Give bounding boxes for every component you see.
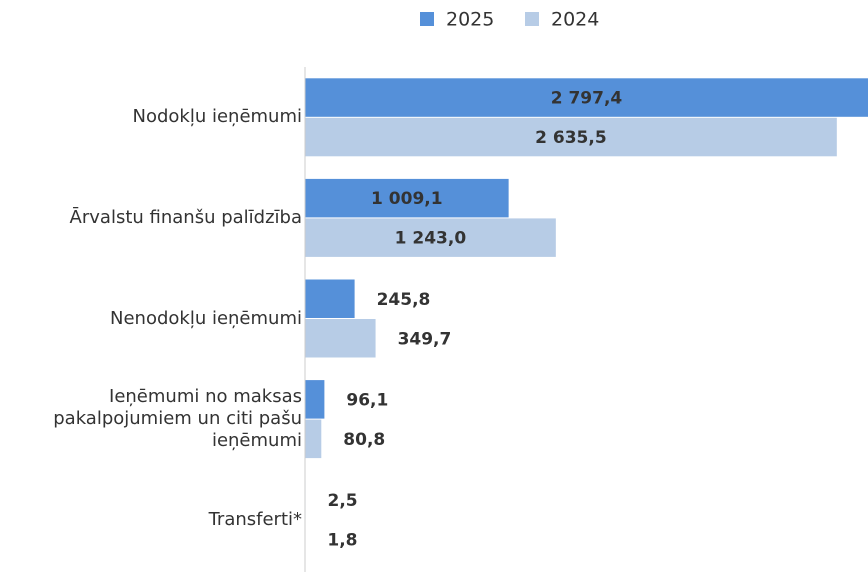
legend-swatch xyxy=(525,12,539,26)
value-label: 96,1 xyxy=(346,390,388,410)
value-label: 2,5 xyxy=(328,491,358,511)
category-text: Nodokļu ieņēmumi xyxy=(132,106,302,128)
bar xyxy=(305,279,355,318)
category-label: Nenodokļu ieņēmumi xyxy=(0,269,302,369)
value-label: 1 243,0 xyxy=(395,229,467,249)
value-label: 1 009,1 xyxy=(371,189,443,209)
value-label: 245,8 xyxy=(377,290,431,310)
category-label: Ieņēmumi no maksas pakalpojumiem un citi… xyxy=(0,369,302,469)
bar xyxy=(305,178,509,218)
category-text: Transferti* xyxy=(208,508,302,530)
bar xyxy=(305,380,325,419)
value-label: 1,8 xyxy=(327,530,357,550)
category-text: Ieņēmumi no maksas pakalpojumiem un citi… xyxy=(53,386,302,452)
category-text: Ārvalstu finanšu palīdzība xyxy=(69,206,302,228)
bar xyxy=(305,78,868,117)
legend-label: 2025 xyxy=(446,9,494,31)
bar xyxy=(305,419,322,459)
bar xyxy=(305,319,376,358)
category-label: Nodokļu ieņēmumi xyxy=(0,67,302,167)
value-label: 349,7 xyxy=(398,329,452,349)
bar xyxy=(305,218,556,257)
category-text: Nenodokļu ieņēmumi xyxy=(110,307,302,329)
category-label: Ārvalstu finanšu palīdzība xyxy=(0,168,302,268)
value-label: 80,8 xyxy=(343,430,385,450)
category-label: Transferti* xyxy=(0,470,302,570)
value-label: 2 635,5 xyxy=(535,128,607,148)
bar xyxy=(305,117,837,157)
legend-label: 2024 xyxy=(551,9,599,31)
value-label: 2 797,4 xyxy=(551,89,623,109)
legend-swatch xyxy=(420,12,434,26)
